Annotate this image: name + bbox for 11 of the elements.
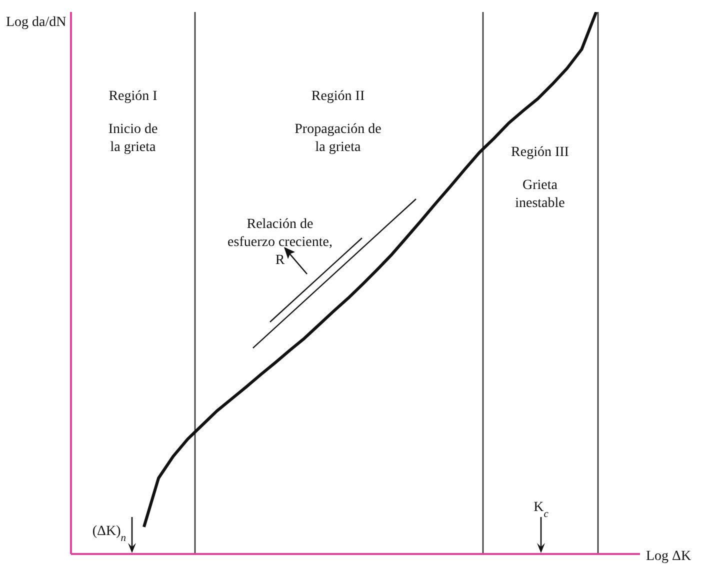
- annotation: Relación de esfuerzo creciente, R: [228, 217, 332, 268]
- x-axis-title: Log ΔK: [646, 549, 692, 564]
- annotation: (ΔK)$_{n}$: [92, 524, 126, 544]
- y-axis-title: Log da/dN: [6, 15, 66, 30]
- annotation: Región I: [108, 89, 158, 104]
- annotation: Región II: [311, 89, 365, 104]
- annotation: Propagación de la grieta: [294, 122, 382, 155]
- annotation: Inicio de la grieta: [108, 122, 158, 155]
- annotation: Grieta inestable: [515, 178, 565, 211]
- annotation: Región III: [511, 145, 570, 160]
- annotation: K$_{c}$: [534, 500, 549, 520]
